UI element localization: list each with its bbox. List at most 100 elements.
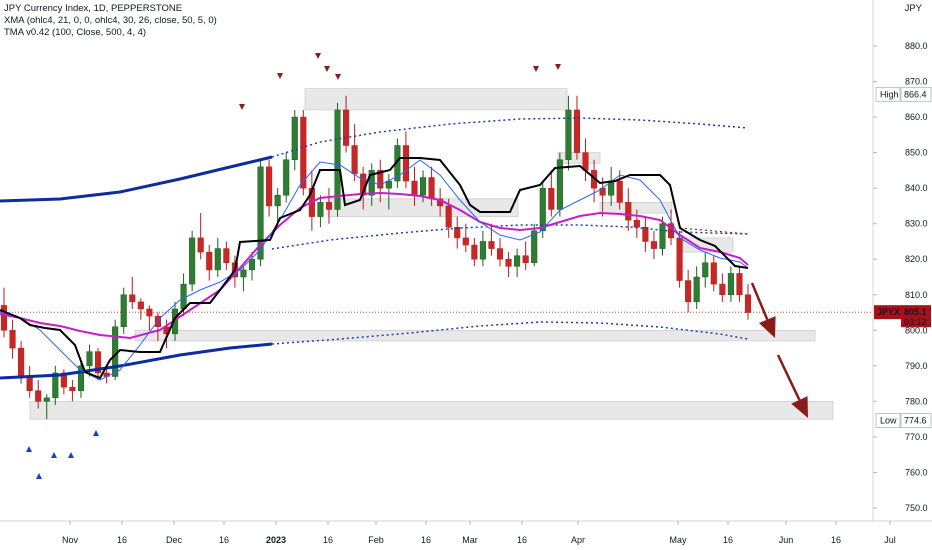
candle-down <box>146 308 153 317</box>
indicator-xma: XMA (ohlc4, 21, 0, 0, ohlc4, 30, 26, clo… <box>4 15 217 26</box>
price-tick-label: 820.0 <box>905 254 928 264</box>
arrow-shaft <box>776 354 801 401</box>
sell-marker <box>555 64 561 70</box>
candle-down <box>69 386 76 391</box>
signal-markers <box>26 53 561 479</box>
candle-down <box>26 376 33 391</box>
candle-up <box>317 202 324 217</box>
sell-marker <box>277 73 283 79</box>
candle-up <box>334 109 341 210</box>
time-tick-label: 16 <box>219 535 229 545</box>
candle-down <box>522 255 529 264</box>
candle-down <box>676 237 683 281</box>
candle-up <box>274 195 281 207</box>
candle-down <box>710 262 717 285</box>
buy-marker <box>51 452 57 458</box>
candle-down <box>129 294 136 303</box>
time-tick-label: 16 <box>117 535 127 545</box>
price-tick-label: 870.0 <box>905 77 928 87</box>
candle-down <box>206 251 213 271</box>
sell-marker <box>239 104 245 110</box>
tma-upper-band <box>271 117 749 158</box>
time-tick-label: 16 <box>421 535 431 545</box>
high-value: 866.4 <box>904 89 927 99</box>
price-tick-label: 800.0 <box>905 325 928 335</box>
candle-down <box>471 244 478 260</box>
candle-down <box>616 180 623 203</box>
arrow-head <box>758 316 776 338</box>
candle-up <box>556 159 563 210</box>
candle-down <box>325 202 333 210</box>
price-zone <box>304 88 568 111</box>
sell-marker <box>533 66 539 72</box>
indicator-tma: TMA v0.42 (100, Close, 500, 4, 4) <box>4 27 147 38</box>
sell-marker <box>315 53 321 59</box>
supply-demand-zones <box>29 88 834 420</box>
candle-up <box>659 223 666 249</box>
time-tick-label: May <box>669 535 687 545</box>
tma-black-step <box>0 157 749 380</box>
time-tick-label: 16 <box>517 535 527 545</box>
tma-red-band <box>679 227 749 235</box>
candle-down <box>573 109 581 153</box>
candle-down <box>719 283 726 296</box>
time-tick-label: Apr <box>571 535 585 545</box>
price-tick-label: 860.0 <box>905 112 928 122</box>
price-zone <box>682 237 734 253</box>
candle-up <box>702 262 709 278</box>
price-tick-label: 850.0 <box>905 148 928 158</box>
price-axis[interactable]: 750.0 760.0 770.0 780.0 790.0 800.0 810.0 820.0… <box>872 0 932 521</box>
candle-down <box>685 280 692 303</box>
candle-up <box>479 241 486 260</box>
high-tag-box <box>875 86 901 102</box>
candle-up <box>283 159 290 196</box>
projection-arrows <box>750 282 808 418</box>
candle-down <box>0 305 8 331</box>
time-tick-label: 16 <box>323 535 333 545</box>
candle-down <box>402 145 409 182</box>
time-axis[interactable]: Nov 16 Dec 16 2023 16 Feb 16 Mar 16 Apr May 16 Jun 16 J… <box>0 520 932 545</box>
price-tick-label: 790.0 <box>905 361 928 371</box>
buy-marker <box>68 452 74 458</box>
candle-up <box>77 365 85 391</box>
candle-down <box>223 248 230 264</box>
candle-down <box>95 351 102 374</box>
low-label: Low <box>880 416 897 426</box>
candle-up <box>180 283 187 310</box>
time-tick-label: Jul <box>884 535 896 545</box>
candle-down <box>488 241 495 249</box>
candle-down <box>736 273 743 296</box>
candle-down <box>351 145 358 175</box>
candle-up <box>727 273 734 296</box>
price-tick-label: 750.0 <box>905 503 928 513</box>
time-tick-label: 16 <box>831 535 841 545</box>
last-price-box <box>901 305 931 328</box>
tma-center-upper <box>0 155 273 203</box>
candle-up <box>693 276 700 303</box>
candle-up <box>291 116 298 160</box>
price-tick-label: 770.0 <box>905 432 928 442</box>
price-tick-label: 830.0 <box>905 219 928 229</box>
time-tick-label: Nov <box>62 535 79 545</box>
candle-down <box>650 241 657 249</box>
buy-marker <box>26 446 32 452</box>
candle-up <box>565 109 572 160</box>
xma-overlays <box>0 117 749 381</box>
candles <box>0 95 752 420</box>
candle-down <box>496 248 504 260</box>
high-label: High <box>880 89 899 99</box>
buy-marker <box>36 473 42 479</box>
bar-countdown: 03:12 <box>904 317 927 327</box>
price-tick-label: 840.0 <box>905 183 928 193</box>
price-tick-label: 780.0 <box>905 396 928 406</box>
candle-down <box>137 301 144 310</box>
time-tick-label: 2023 <box>266 535 286 545</box>
candle-up <box>189 237 196 285</box>
sell-marker <box>324 66 330 72</box>
high-value-box <box>900 86 932 102</box>
price-zone <box>599 202 673 214</box>
candle-down <box>633 219 640 228</box>
candle-down <box>625 202 632 221</box>
xma-magenta <box>0 191 749 340</box>
